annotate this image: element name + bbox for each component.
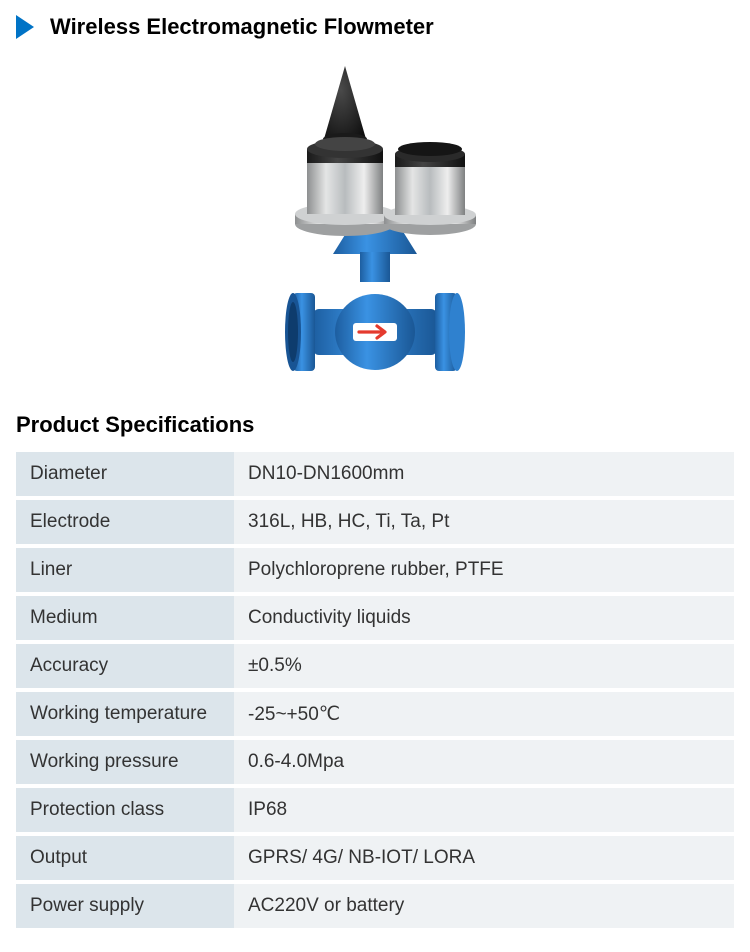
spec-value: Conductivity liquids [234,596,734,640]
spec-heading: Product Specifications [0,408,750,448]
spec-value: -25~+50℃ [234,692,734,736]
spec-label: Electrode [16,500,234,544]
spec-value: ±0.5% [234,644,734,688]
table-row: Power supplyAC220V or battery [16,884,734,928]
product-illustration [0,46,750,408]
spec-label: Accuracy [16,644,234,688]
spec-label: Liner [16,548,234,592]
header: Wireless Electromagnetic Flowmeter [0,0,750,46]
spec-label: Output [16,836,234,880]
table-row: OutputGPRS/ 4G/ NB-IOT/ LORA [16,836,734,880]
spec-label: Working temperature [16,692,234,736]
flowmeter-icon [225,54,525,394]
table-row: Electrode316L, HB, HC, Ti, Ta, Pt [16,500,734,544]
table-row: Protection classIP68 [16,788,734,832]
spec-value: Polychloroprene rubber, PTFE [234,548,734,592]
spec-label: Power supply [16,884,234,928]
page-title: Wireless Electromagnetic Flowmeter [50,14,434,40]
spec-label: Working pressure [16,740,234,784]
spec-value: 316L, HB, HC, Ti, Ta, Pt [234,500,734,544]
spec-value: 0.6-4.0Mpa [234,740,734,784]
table-row: Working pressure0.6-4.0Mpa [16,740,734,784]
table-row: DiameterDN10-DN1600mm [16,452,734,496]
spec-label: Medium [16,596,234,640]
table-row: Accuracy±0.5% [16,644,734,688]
spec-table: DiameterDN10-DN1600mmElectrode316L, HB, … [0,448,750,952]
spec-value: AC220V or battery [234,884,734,928]
spec-value: IP68 [234,788,734,832]
spec-value: DN10-DN1600mm [234,452,734,496]
table-row: LinerPolychloroprene rubber, PTFE [16,548,734,592]
arrow-right-icon [16,15,34,39]
spec-label: Protection class [16,788,234,832]
table-row: MediumConductivity liquids [16,596,734,640]
table-row: Working temperature-25~+50℃ [16,692,734,736]
spec-value: GPRS/ 4G/ NB-IOT/ LORA [234,836,734,880]
spec-label: Diameter [16,452,234,496]
